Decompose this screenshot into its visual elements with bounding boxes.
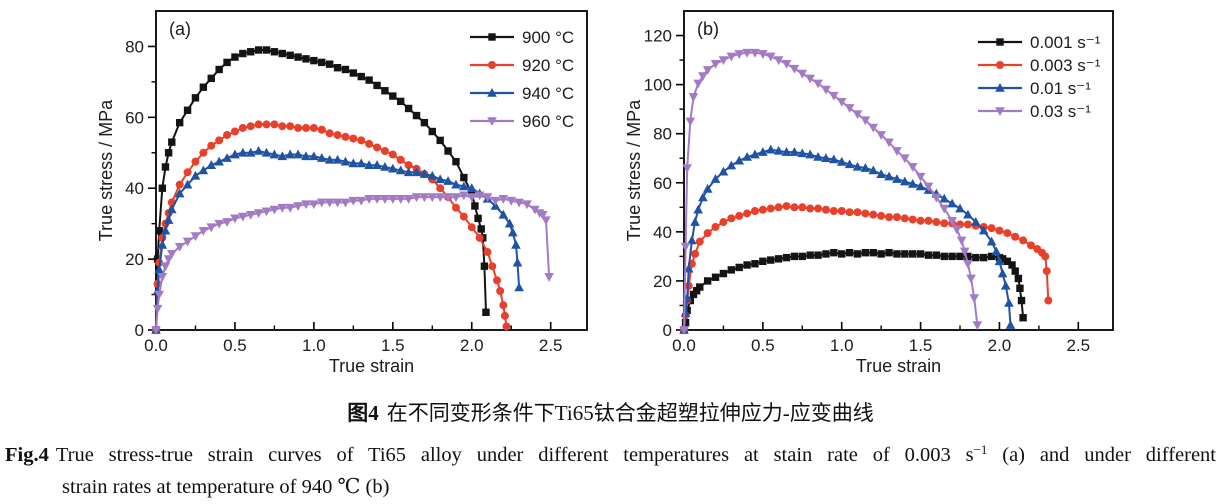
x-tick-label: 1.0 xyxy=(302,336,326,355)
y-axis-title: True stress / MPa xyxy=(624,99,644,241)
legend-item-0-001-s: 0.001 s⁻¹ xyxy=(978,33,1101,52)
panel-label: (a) xyxy=(169,19,191,39)
y-tick-label: 0 xyxy=(663,321,672,340)
x-tick-label: 0.0 xyxy=(672,336,696,355)
legend-item-0-003-s: 0.003 s⁻¹ xyxy=(978,56,1101,75)
legend-item-920-c: 920 °C xyxy=(470,56,574,75)
legend-label: 920 °C xyxy=(522,56,574,75)
x-axis: 0.0 0.5 1.0 1.5 2.0 2.5 True strain xyxy=(672,322,1090,376)
chart-panel-a: 0.0 0.5 1.0 1.5 2.0 2.5 True strain 0 20 40 60 80 Tr… xyxy=(96,10,588,376)
x-axis-title: True strain xyxy=(329,356,414,376)
series-0-003-s xyxy=(680,202,1053,334)
y-tick-label: 60 xyxy=(125,108,144,127)
caption-cn-text: 在不同变形条件下Ti65钛合金超塑拉伸应力-应变曲线 xyxy=(386,401,874,425)
chart-panel-b: 0.0 0.5 1.0 1.5 2.0 2.5 True strain 0 20 40 60 80 10… xyxy=(624,10,1114,376)
caption-en-line2: strain rates at temperature of 940 ℃ (b) xyxy=(62,476,390,498)
x-tick-label: 0.0 xyxy=(144,336,168,355)
legend-item-0-01-s: 0.01 s⁻¹ xyxy=(978,79,1091,98)
series-960-c xyxy=(151,191,554,335)
x-tick-label: 1.5 xyxy=(381,336,405,355)
y-tick-label: 0 xyxy=(135,321,144,340)
series-940-c xyxy=(151,146,524,334)
legend-item-0-03-s: 0.03 s⁻¹ xyxy=(978,102,1091,121)
x-axis: 0.0 0.5 1.0 1.5 2.0 2.5 True strain xyxy=(144,322,563,376)
y-tick-label: 40 xyxy=(653,223,672,242)
caption-cn-figure-number: 图4 xyxy=(347,401,379,425)
caption-superscript: −1 xyxy=(973,442,988,457)
stress-strain-figure: 0.0 0.5 1.0 1.5 2.0 2.5 True strain 0 20 40 60 80 Tr… xyxy=(96,10,1114,376)
y-axis: 0 20 40 60 80 True stress / MPa xyxy=(96,37,156,340)
caption-en-text-1: True stress-true strain curves of Ti65 a… xyxy=(55,444,974,466)
legend-label: 960 °C xyxy=(522,112,574,131)
legend-item-940-c: 940 °C xyxy=(470,84,574,103)
caption-english: Fig.4 True stress-true strain curves of T… xyxy=(0,434,1221,503)
x-tick-label: 1.0 xyxy=(830,336,854,355)
figure-caption: 图4 在不同变形条件下Ti65钛合金超塑拉伸应力-应变曲线 Fig.4 True s… xyxy=(0,398,1221,503)
caption-en-text-2: (a) and under different xyxy=(987,444,1216,466)
y-tick-label: 60 xyxy=(653,174,672,193)
series-900-c xyxy=(152,46,490,334)
y-tick-label: 20 xyxy=(653,272,672,291)
y-tick-label: 20 xyxy=(125,250,144,269)
legend-item-900-c: 900 °C xyxy=(470,28,574,47)
legend-label: 0.03 s⁻¹ xyxy=(1030,102,1091,121)
x-axis-title: True strain xyxy=(856,356,941,376)
legend: 900 °C 920 °C 940 °C 960 °C xyxy=(470,28,574,131)
x-tick-label: 1.5 xyxy=(909,336,933,355)
legend-label: 0.003 s⁻¹ xyxy=(1030,56,1101,75)
y-axis-title: True stress / MPa xyxy=(96,99,116,241)
y-tick-label: 100 xyxy=(644,76,672,95)
y-tick-label: 80 xyxy=(125,37,144,56)
series-0-01-s xyxy=(679,144,1016,334)
caption-chinese: 图4 在不同变形条件下Ti65钛合金超塑拉伸应力-应变曲线 xyxy=(0,398,1221,428)
series-0-03-s xyxy=(679,48,983,335)
x-tick-label: 2.0 xyxy=(460,336,484,355)
legend-label: 0.001 s⁻¹ xyxy=(1030,33,1101,52)
x-tick-label: 0.5 xyxy=(751,336,775,355)
y-tick-label: 40 xyxy=(125,179,144,198)
x-tick-label: 2.0 xyxy=(988,336,1012,355)
legend: 0.001 s⁻¹ 0.003 s⁻¹ 0.01 s⁻¹ 0.03 s⁻¹ xyxy=(978,33,1101,121)
legend-label: 940 °C xyxy=(522,84,574,103)
panel-label: (b) xyxy=(697,19,719,39)
x-tick-label: 2.5 xyxy=(539,336,563,355)
plot-frame xyxy=(683,10,1114,331)
y-tick-label: 80 xyxy=(653,125,672,144)
x-tick-label: 0.5 xyxy=(223,336,247,355)
legend-label: 900 °C xyxy=(522,28,574,47)
y-tick-label: 120 xyxy=(644,27,672,46)
caption-en-figure-number: Fig.4 xyxy=(5,444,49,466)
x-tick-label: 2.5 xyxy=(1066,336,1090,355)
legend-label: 0.01 s⁻¹ xyxy=(1030,79,1091,98)
legend-item-960-c: 960 °C xyxy=(470,112,574,131)
y-axis: 0 20 40 60 80 100 120 True stress / MPa xyxy=(624,27,684,340)
caption-en-line1: Fig.4 True stress-true strain curves of T… xyxy=(5,434,1216,471)
